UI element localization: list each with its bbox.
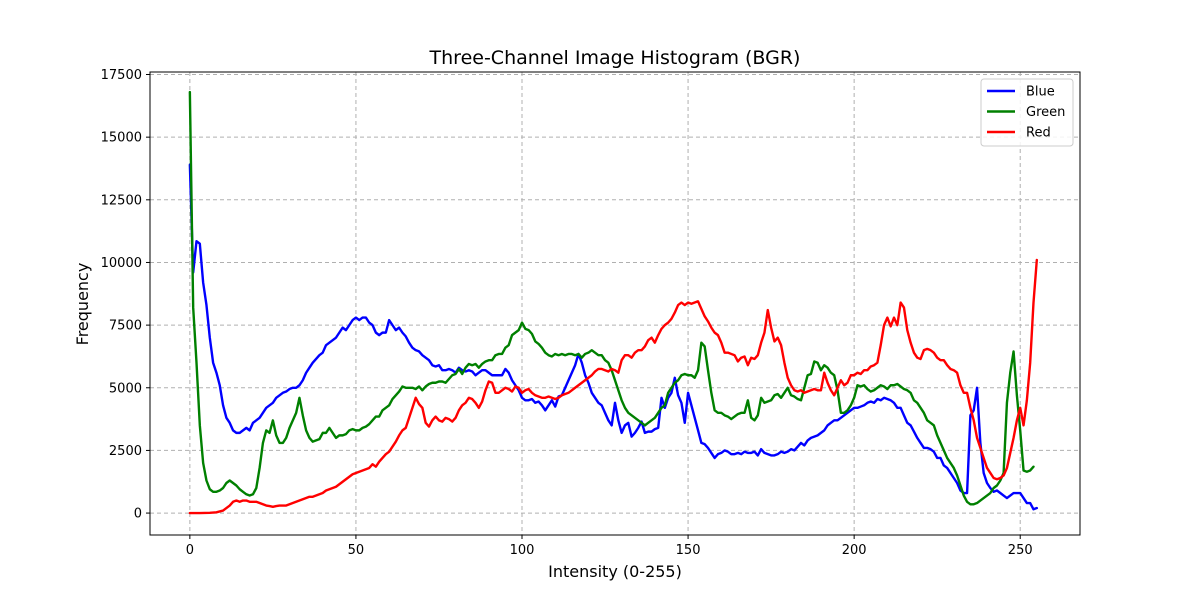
y-tick-label: 10000 xyxy=(101,256,142,271)
x-tick-label: 250 xyxy=(1008,543,1033,558)
legend-label-green: Green xyxy=(1026,105,1065,120)
legend-box xyxy=(980,78,1074,147)
series-line-blue xyxy=(188,163,1039,511)
y-tick-label: 2500 xyxy=(109,444,142,459)
legend: Blue Green Red xyxy=(980,78,1074,147)
y-tick-label: 7500 xyxy=(109,319,142,334)
axes-frame xyxy=(149,71,1081,536)
x-tick-label: 0 xyxy=(186,543,194,558)
y-tick-label: 15000 xyxy=(101,131,142,146)
x-tick-label: 50 xyxy=(348,543,365,558)
y-tick-label: 0 xyxy=(134,507,142,522)
legend-label-blue: Blue xyxy=(1026,85,1055,100)
x-axis-title: Intensity (0-255) xyxy=(548,562,682,581)
x-tick-label: 200 xyxy=(842,543,867,558)
y-tick-label: 17500 xyxy=(101,68,142,83)
y-axis: 0 2500 5000 7500 10000 12500 15000 17500 xyxy=(101,68,150,522)
series-line-red xyxy=(188,258,1039,515)
legend-label-red: Red xyxy=(1026,126,1051,141)
x-axis: 0 50 100 150 200 250 xyxy=(186,535,1033,558)
chart-title: Three-Channel Image Histogram (BGR) xyxy=(429,47,801,69)
y-tick-label: 12500 xyxy=(101,193,142,208)
x-tick-label: 150 xyxy=(676,543,701,558)
plot-area xyxy=(188,90,1039,515)
y-axis-title: Frequency xyxy=(73,263,92,346)
y-tick-label: 5000 xyxy=(109,381,142,396)
x-tick-label: 100 xyxy=(510,543,535,558)
grid xyxy=(150,72,1080,535)
